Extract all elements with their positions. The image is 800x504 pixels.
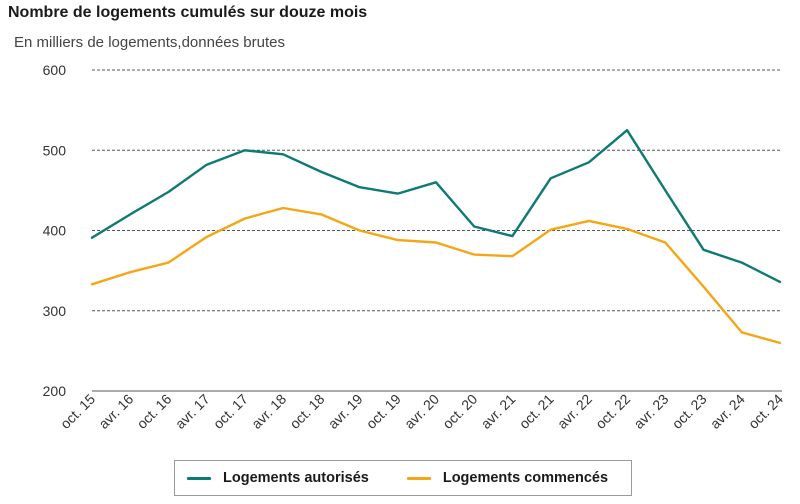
series-line-1 bbox=[90, 206, 782, 345]
y-axis-ticks: 200 300 400 500 600 bbox=[43, 62, 67, 399]
legend-label-autorises: Logements autorisés bbox=[223, 470, 369, 486]
x-tick-label-6: oct. 18 bbox=[286, 391, 327, 432]
x-tick-label-13: avr. 22 bbox=[554, 391, 595, 432]
chart-title: Nombre de logements cumulés sur douze mo… bbox=[8, 4, 368, 21]
legend-label-commences: Logements commencés bbox=[442, 470, 609, 486]
legend-swatch-commences bbox=[406, 476, 431, 480]
x-tick-label-3: avr. 17 bbox=[172, 391, 213, 432]
legend-swatch-autorises bbox=[187, 476, 211, 480]
x-tick-label-10: oct. 20 bbox=[439, 391, 480, 432]
chart-subtitle: En milliers de logements,données brutes bbox=[14, 34, 285, 51]
x-tick-label-2: oct. 16 bbox=[134, 391, 175, 432]
legend: Logements autorisés Logements commencés bbox=[174, 460, 632, 496]
legend-item-autorises: Logements autorisés bbox=[187, 470, 369, 486]
y-tick-label-400: 400 bbox=[43, 223, 67, 239]
grid-layer bbox=[92, 69, 782, 392]
x-tick-label-15: avr. 23 bbox=[630, 391, 671, 432]
legend-item-commences: Logements commencés bbox=[406, 470, 609, 486]
x-tick-label-5: avr. 18 bbox=[248, 391, 289, 432]
x-tick-label-17: avr. 24 bbox=[707, 391, 748, 432]
x-tick-label-1: avr. 16 bbox=[95, 391, 136, 432]
series-line-0 bbox=[90, 128, 782, 284]
x-tick-label-11: avr. 21 bbox=[478, 391, 519, 432]
x-tick-label-8: oct. 19 bbox=[363, 391, 404, 432]
x-tick-label-14: oct. 22 bbox=[592, 391, 633, 432]
y-tick-label-500: 500 bbox=[43, 142, 67, 158]
y-tick-label-300: 300 bbox=[43, 303, 67, 319]
x-tick-label-7: avr. 19 bbox=[325, 391, 366, 432]
x-tick-label-4: oct. 17 bbox=[210, 391, 251, 432]
x-tick-label-9: avr. 20 bbox=[401, 391, 442, 432]
x-tick-label-16: oct. 23 bbox=[669, 391, 710, 432]
x-tick-label-18: oct. 24 bbox=[745, 391, 786, 432]
y-tick-label-600: 600 bbox=[43, 62, 67, 78]
series-layer bbox=[90, 128, 782, 345]
x-tick-label-12: oct. 21 bbox=[516, 391, 557, 432]
y-tick-label-200: 200 bbox=[43, 383, 67, 399]
